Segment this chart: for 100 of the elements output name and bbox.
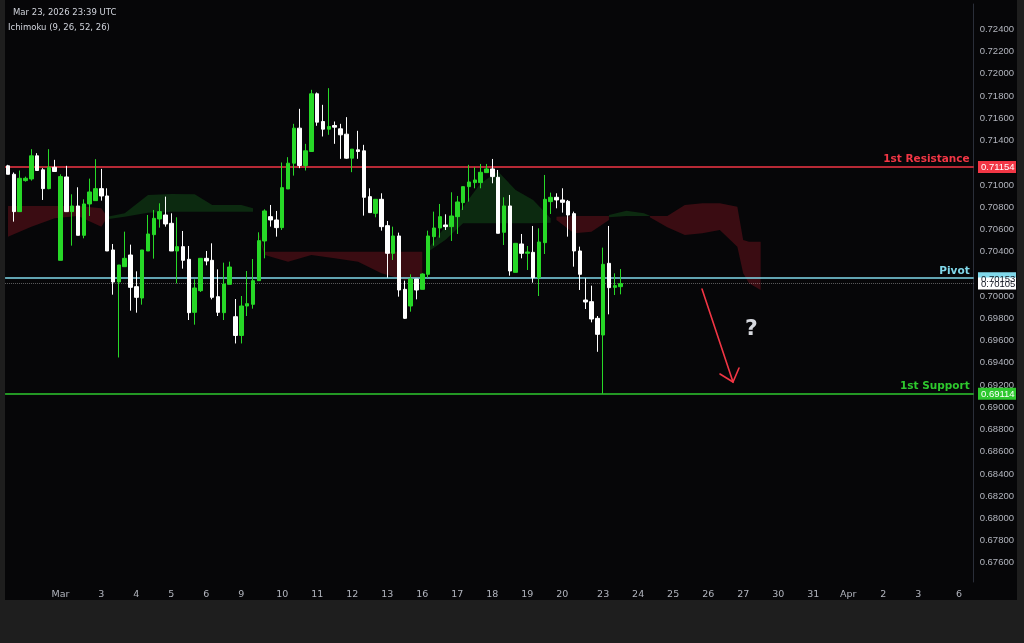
y-tick-label: 0.71800 (979, 89, 1014, 101)
x-tick-label: 27 (737, 587, 750, 599)
y-tick-label: 0.67800 (979, 534, 1014, 546)
candlestick (6, 164, 10, 175)
x-tick-label: 9 (238, 587, 245, 599)
y-tick-label: 0.71400 (979, 134, 1014, 146)
candlestick (432, 211, 436, 247)
x-tick-label: 18 (486, 587, 499, 599)
candlestick (408, 273, 413, 313)
candlestick (233, 298, 238, 344)
candlestick (368, 187, 372, 214)
y-tick-label: 0.68000 (979, 512, 1014, 524)
x-tick-label: 6 (203, 587, 210, 599)
y-tick-label: 0.70400 (979, 245, 1014, 257)
y-tick-label: 0.68600 (979, 445, 1014, 457)
candlestick (362, 144, 366, 217)
candlestick (286, 156, 290, 190)
candlestick (373, 198, 378, 218)
candlestick (35, 152, 39, 172)
x-tick-label: 5 (168, 587, 175, 599)
y-tick-label: 0.70800 (979, 200, 1014, 212)
candlestick (292, 123, 296, 177)
candlestick (175, 216, 179, 284)
candlestick (297, 108, 302, 169)
candlestick (496, 169, 500, 234)
x-tick-label: 3 (98, 587, 105, 599)
x-tick-label: 23 (597, 587, 610, 599)
candlestick (601, 247, 605, 395)
candlestick (350, 148, 354, 173)
y-tick-label: 0.68200 (979, 489, 1014, 501)
candlestick (607, 225, 611, 315)
candlestick (572, 211, 576, 268)
x-tick-label: 20 (556, 587, 569, 599)
candlestick (41, 167, 45, 201)
candlestick (181, 230, 185, 270)
y-tick-label: 0.69000 (979, 400, 1014, 412)
candlestick (64, 165, 69, 213)
x-tick-label: 12 (346, 587, 359, 599)
x-tick-label: 6 (956, 587, 963, 599)
candlestick (490, 158, 495, 184)
candlestick (519, 233, 524, 259)
candlestick (327, 87, 331, 136)
candlestick (537, 227, 541, 297)
annotation: ? (745, 314, 758, 340)
y-tick-label: 0.69600 (979, 334, 1014, 346)
candlestick (52, 159, 57, 173)
candlestick (414, 278, 419, 300)
candlestick (321, 104, 325, 137)
candlestick (531, 225, 535, 284)
y-tick-label: 0.67600 (979, 556, 1014, 568)
candlestick (12, 172, 16, 223)
ref-line-label: 1st Resistance (883, 152, 970, 165)
y-tick-label: 0.69800 (979, 311, 1014, 323)
x-tick-label: 25 (667, 587, 680, 599)
y-tick-label: 0.68400 (979, 467, 1014, 479)
candlestick (403, 280, 407, 320)
y-tick-label: 0.71600 (979, 111, 1014, 123)
y-tick-label: 0.69200 (979, 378, 1014, 390)
candlestick (111, 243, 115, 296)
candlestick (216, 268, 220, 317)
chart-title: Mar 23, 2026 23:39 UTC (13, 6, 117, 17)
candlestick (251, 258, 255, 310)
x-tick-label: 31 (807, 587, 820, 599)
x-tick-label: 4 (133, 587, 140, 599)
y-tick-label: 0.69400 (979, 356, 1014, 368)
candlestick (525, 245, 530, 271)
candlestick (315, 91, 319, 127)
candlestick (280, 162, 284, 231)
candlestick (578, 246, 582, 291)
y-tick-label: 0.72400 (979, 22, 1014, 34)
y-tick-label: 0.72200 (979, 45, 1014, 57)
candlestick (438, 203, 442, 239)
x-tick-label: 2 (880, 587, 887, 599)
x-tick-label: 16 (416, 587, 429, 599)
candlestick (443, 213, 448, 231)
x-tick-label: 26 (702, 587, 715, 599)
x-tick-label: 10 (276, 587, 289, 599)
y-tick-label: 0.71000 (979, 178, 1014, 190)
x-tick-label: 13 (381, 587, 394, 599)
candlestick (508, 194, 512, 277)
y-tick-label: 0.68800 (979, 423, 1014, 435)
x-tick-label: 3 (915, 587, 922, 599)
ref-line-label: 1st Support (899, 379, 970, 392)
candlestick (47, 148, 51, 190)
candlestick (58, 173, 63, 261)
y-tick-label: 0.70600 (979, 223, 1014, 235)
x-tick-label: 30 (772, 587, 785, 599)
y-tick-label: 0.72000 (979, 67, 1014, 79)
candlestick (513, 242, 518, 273)
candlestick (467, 164, 471, 203)
candlestick (76, 186, 80, 236)
candlestick (332, 120, 337, 145)
candlestick (397, 232, 401, 298)
candlestick (502, 196, 506, 246)
annotation: Ichimoku (9, 26, 52, 26) (8, 21, 110, 32)
x-tick-label: Mar (51, 587, 70, 599)
candlestick (140, 249, 144, 306)
candlestick (70, 193, 74, 247)
text: 0.71154 (981, 161, 1015, 173)
x-tick-label: 24 (632, 587, 645, 599)
